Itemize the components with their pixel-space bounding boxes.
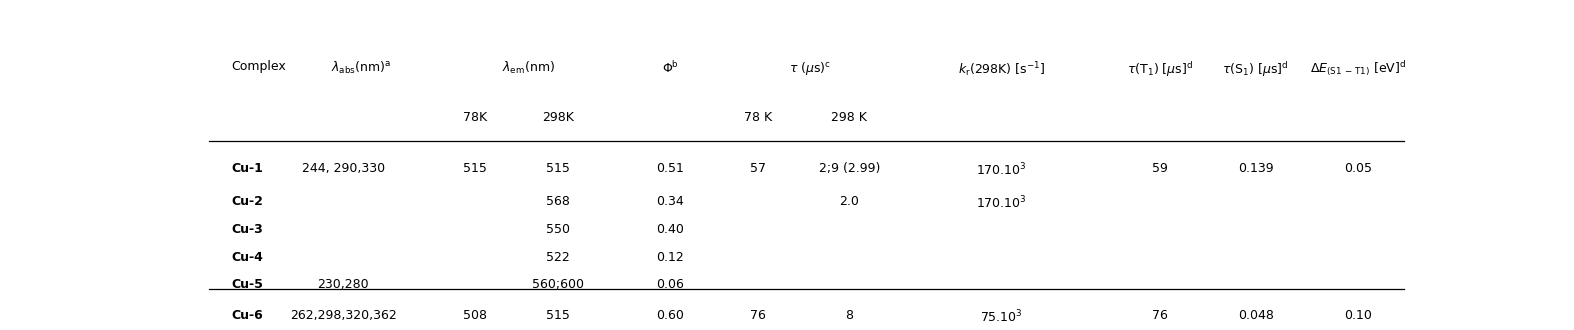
Text: $\tau$(T$_{\mathregular{1}}$) [$\mu$s]$^{\mathregular{d}}$: $\tau$(T$_{\mathregular{1}}$) [$\mu$s]$^… <box>1127 60 1193 79</box>
Text: 515: 515 <box>546 162 570 175</box>
Text: $k_{\mathregular{r}}$(298K) [s$^{\mathregular{-1}}$]: $k_{\mathregular{r}}$(298K) [s$^{\mathre… <box>959 60 1045 79</box>
Text: 244, 290,330: 244, 290,330 <box>302 162 384 175</box>
Text: 0.12: 0.12 <box>656 250 685 263</box>
Text: 75.10$^{3}$: 75.10$^{3}$ <box>981 309 1023 326</box>
Text: 568: 568 <box>546 195 570 208</box>
Text: Cu-2: Cu-2 <box>231 195 263 208</box>
Text: 78K: 78K <box>463 111 486 124</box>
Text: 170.10$^{3}$: 170.10$^{3}$ <box>976 195 1028 211</box>
Text: Cu-6: Cu-6 <box>231 309 263 322</box>
Text: 76: 76 <box>1152 309 1168 322</box>
Text: 170.10$^{3}$: 170.10$^{3}$ <box>976 162 1028 178</box>
Text: 0.34: 0.34 <box>656 195 685 208</box>
Text: Cu-1: Cu-1 <box>231 162 263 175</box>
Text: 0.06: 0.06 <box>656 279 685 291</box>
Text: $\lambda_{\mathregular{abs}}$(nm)$^{\mathregular{a}}$: $\lambda_{\mathregular{abs}}$(nm)$^{\mat… <box>331 60 392 76</box>
Text: Complex: Complex <box>231 60 285 73</box>
Text: 0.40: 0.40 <box>656 222 685 236</box>
Text: 298K: 298K <box>541 111 575 124</box>
Text: 515: 515 <box>546 309 570 322</box>
Text: 2;9 (2.99): 2;9 (2.99) <box>818 162 880 175</box>
Text: $\tau$(S$_{\mathregular{1}}$) [$\mu$s]$^{\mathregular{d}}$: $\tau$(S$_{\mathregular{1}}$) [$\mu$s]$^… <box>1223 60 1289 79</box>
Text: Cu-4: Cu-4 <box>231 250 263 263</box>
Text: 57: 57 <box>749 162 767 175</box>
Text: $\lambda_{\mathregular{em}}$(nm): $\lambda_{\mathregular{em}}$(nm) <box>502 60 556 76</box>
Text: 0.10: 0.10 <box>1344 309 1373 322</box>
Text: 560;600: 560;600 <box>532 279 584 291</box>
Text: 522: 522 <box>546 250 570 263</box>
Text: 0.60: 0.60 <box>656 309 685 322</box>
Text: 0.048: 0.048 <box>1237 309 1273 322</box>
Text: 76: 76 <box>749 309 767 322</box>
Text: 8: 8 <box>845 309 853 322</box>
Text: 2.0: 2.0 <box>839 195 859 208</box>
Text: $\Delta E_{\mathregular{(S1\,-\,T1)}}$ [eV]$^{\mathregular{d}}$: $\Delta E_{\mathregular{(S1\,-\,T1)}}$ [… <box>1310 60 1406 79</box>
Text: 515: 515 <box>463 162 486 175</box>
Text: 230,280: 230,280 <box>318 279 368 291</box>
Text: $\Phi^{\mathregular{b}}$: $\Phi^{\mathregular{b}}$ <box>661 60 678 76</box>
Text: 0.05: 0.05 <box>1344 162 1373 175</box>
Text: 262,298,320,362: 262,298,320,362 <box>290 309 397 322</box>
Text: 0.139: 0.139 <box>1237 162 1273 175</box>
Text: 298 K: 298 K <box>831 111 867 124</box>
Text: 59: 59 <box>1152 162 1168 175</box>
Text: 550: 550 <box>546 222 570 236</box>
Text: 0.51: 0.51 <box>656 162 685 175</box>
Text: 78 K: 78 K <box>745 111 771 124</box>
Text: Cu-3: Cu-3 <box>231 222 263 236</box>
Text: 508: 508 <box>463 309 486 322</box>
Text: $\tau$ ($\mu$s)$^{\mathregular{c}}$: $\tau$ ($\mu$s)$^{\mathregular{c}}$ <box>789 60 831 77</box>
Text: Cu-5: Cu-5 <box>231 279 263 291</box>
